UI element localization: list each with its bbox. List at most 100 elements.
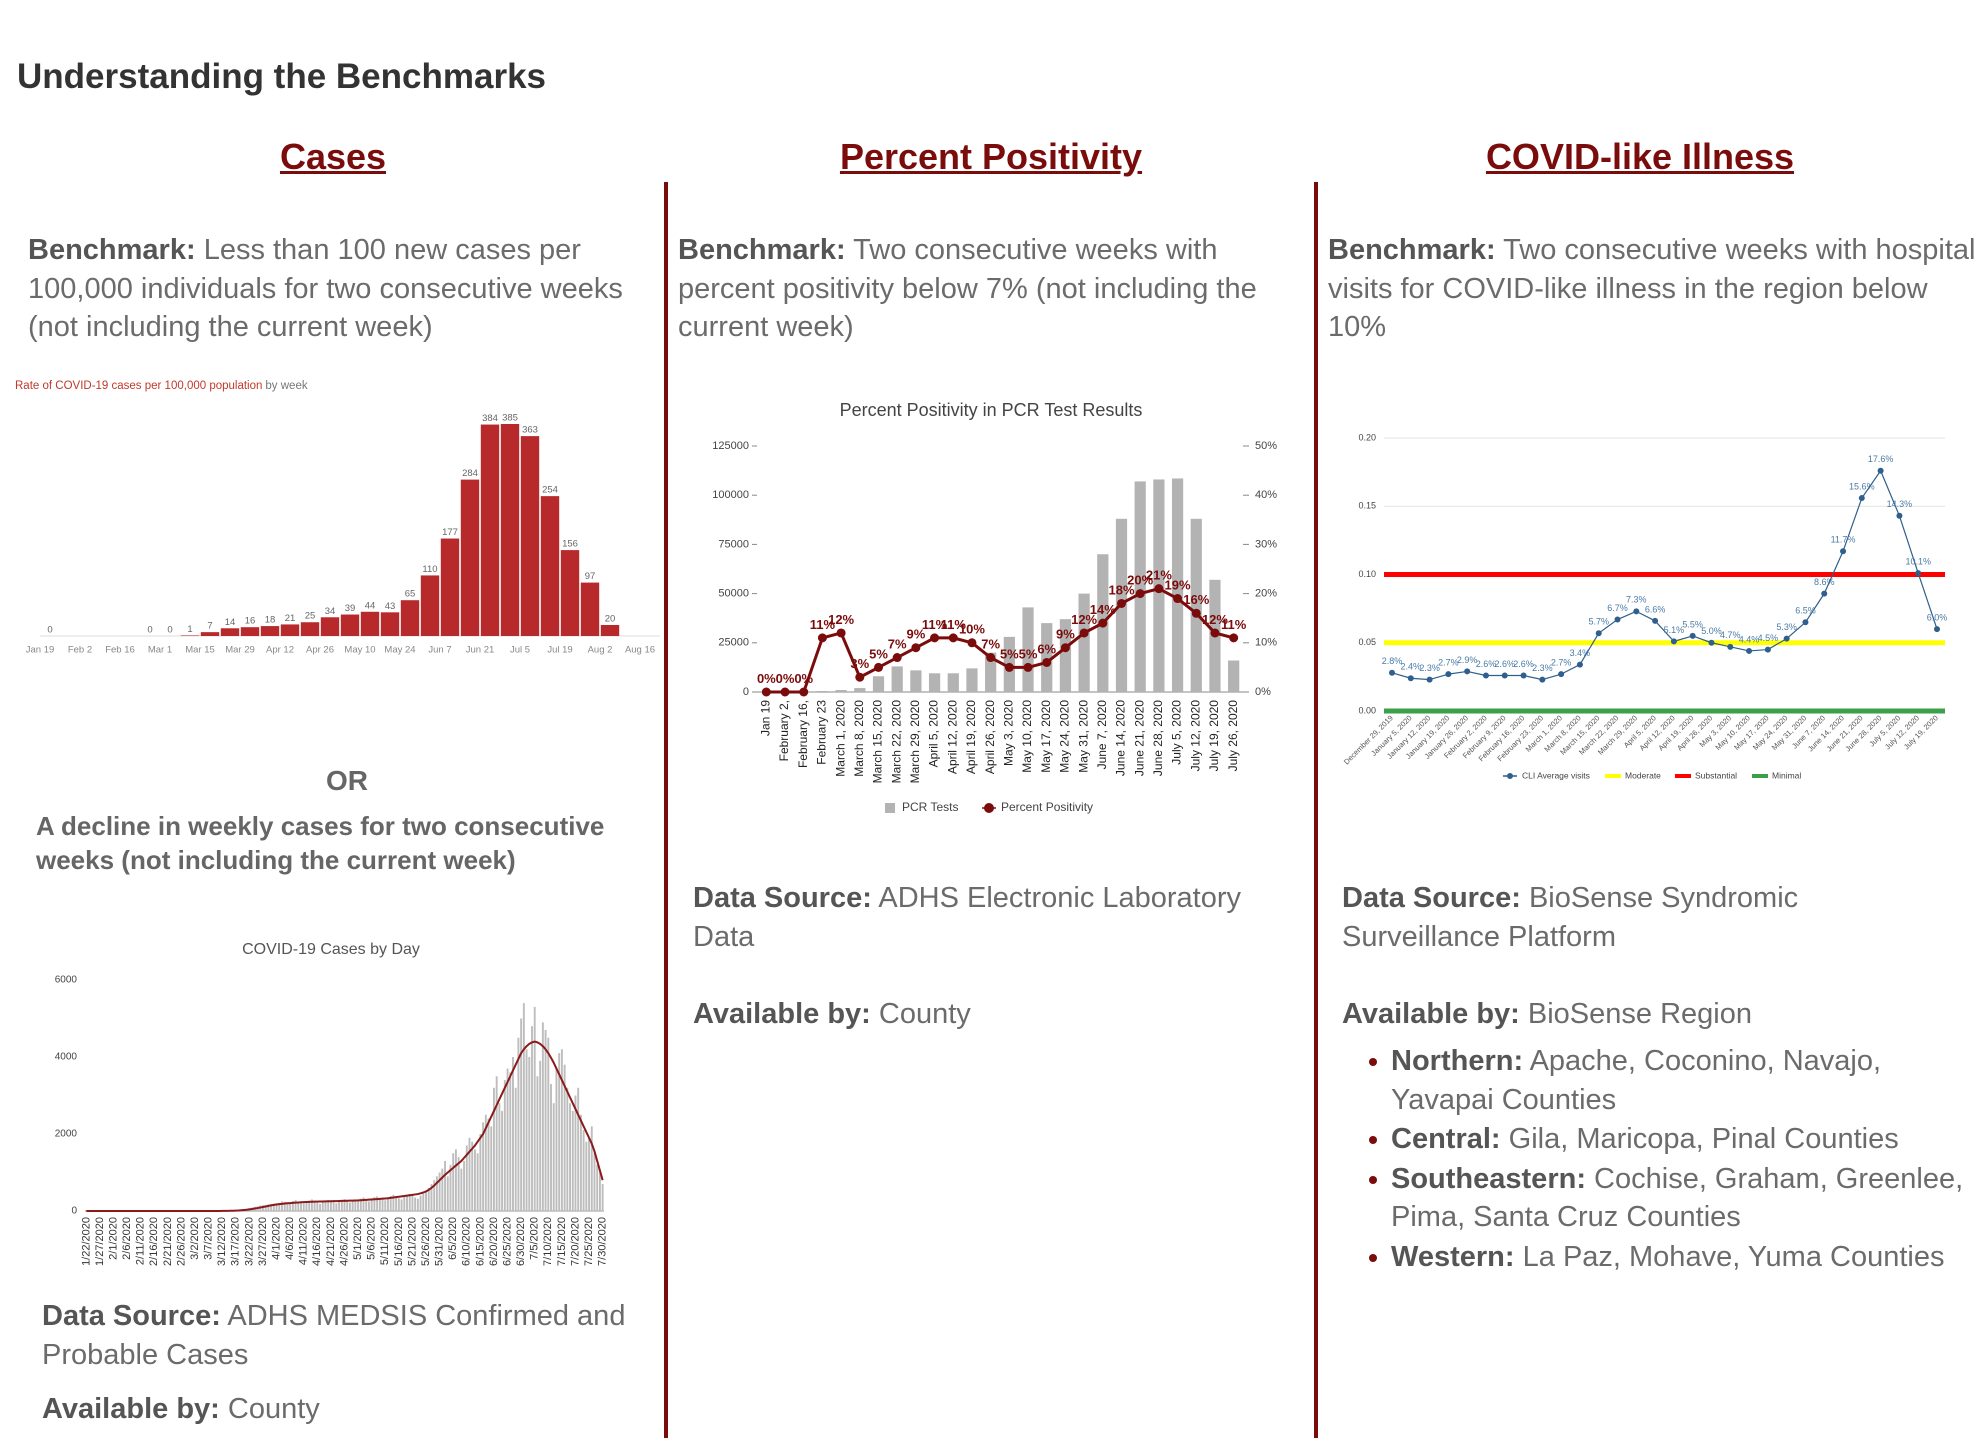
bar xyxy=(966,668,978,692)
point-value-label: 6% xyxy=(1037,641,1056,656)
point-value-label: 9% xyxy=(906,627,925,642)
bar xyxy=(500,424,520,636)
bar xyxy=(580,582,600,636)
point xyxy=(1482,672,1489,679)
x-tick-label: 6/5/2020 xyxy=(447,1217,459,1260)
point xyxy=(1501,672,1508,679)
available-text: County xyxy=(878,998,971,1030)
bar xyxy=(430,1184,433,1211)
x-tick-label: May 31, 2020 xyxy=(1076,700,1090,773)
bar xyxy=(300,622,320,636)
region-item: Northern: Apache, Coconino, Navajo, Yava… xyxy=(1367,1042,1967,1119)
bar xyxy=(370,1198,373,1211)
point-value-label: 5.3% xyxy=(1776,622,1797,632)
point-value-label: 11% xyxy=(810,617,836,632)
bar xyxy=(816,691,829,692)
x-tick-label: Mar 15 xyxy=(185,645,215,656)
point-value-label: 2.3% xyxy=(1419,663,1440,673)
y-tick-label: 125000 xyxy=(712,440,749,452)
bar xyxy=(1228,660,1240,692)
point-value-label: 5.0% xyxy=(1701,626,1722,636)
bar xyxy=(294,1200,297,1211)
bar xyxy=(440,538,460,636)
bar-value-label: 0 xyxy=(167,625,172,636)
bar xyxy=(457,1157,460,1211)
bar xyxy=(200,632,220,636)
bar xyxy=(471,1141,474,1211)
line xyxy=(1391,470,1938,681)
point-value-label: 18% xyxy=(1108,582,1134,597)
bar xyxy=(1134,481,1146,692)
x-tick-label: June 28, 2020 xyxy=(1151,700,1165,776)
bar xyxy=(1190,518,1202,692)
bar xyxy=(389,1195,392,1211)
bar xyxy=(487,1118,490,1211)
point xyxy=(1896,512,1903,519)
bar xyxy=(482,1122,485,1211)
chart: Percent Positivity in PCR Test Results 0 2… xyxy=(712,400,1277,814)
y-tick-label: 0 xyxy=(743,686,749,698)
bar xyxy=(338,1200,341,1211)
bar xyxy=(492,1087,495,1211)
bar xyxy=(577,1087,580,1211)
bar xyxy=(220,628,240,636)
point-value-label: 11% xyxy=(941,617,967,632)
y2-tick-label: 30% xyxy=(1255,538,1277,550)
x-tick-label: 7/20/2020 xyxy=(569,1217,581,1266)
bar xyxy=(297,1201,300,1211)
bar xyxy=(332,1202,335,1211)
point-value-label: 7.3% xyxy=(1626,595,1647,605)
bar xyxy=(343,1199,346,1211)
point-value-label: 3% xyxy=(850,656,869,671)
bar xyxy=(569,1103,571,1211)
point-value-label: 2.7% xyxy=(1438,658,1459,668)
bar-value-label: 1 xyxy=(187,624,192,635)
x-tick-label: Mar 1 xyxy=(148,645,172,656)
x-tick-label: 7/25/2020 xyxy=(583,1217,595,1266)
x-tick-label: July 5, 2020 xyxy=(1170,700,1184,765)
x-tick-label: 3/22/2020 xyxy=(243,1217,255,1266)
point-value-label: 5.1% xyxy=(1664,625,1685,635)
x-tick-label: 5/31/2020 xyxy=(434,1217,446,1266)
point xyxy=(1154,584,1164,594)
bar xyxy=(854,688,866,692)
bar xyxy=(360,611,380,636)
bar xyxy=(585,1141,588,1211)
bar-value-label: 0 xyxy=(147,625,152,636)
y2-tick-label: 20% xyxy=(1255,588,1277,600)
bar xyxy=(264,1204,267,1211)
bar xyxy=(270,1204,273,1211)
point xyxy=(1915,570,1922,577)
column-heading: Percent Positivity xyxy=(839,136,1143,177)
bar xyxy=(596,1164,599,1211)
bar-value-label: 0 xyxy=(47,625,52,636)
point-value-label: 6.6% xyxy=(1645,604,1666,614)
bar-value-label: 363 xyxy=(522,425,538,436)
available-label: Available by: xyxy=(42,1393,220,1425)
x-tick-label: 3/12/2020 xyxy=(216,1217,228,1266)
bar xyxy=(1059,619,1072,692)
bar xyxy=(362,1197,365,1211)
x-tick-label: May 3, 2020 xyxy=(1002,700,1016,766)
bar xyxy=(495,1076,498,1211)
region-counties: Gila, Maricopa, Pinal Counties xyxy=(1508,1123,1899,1155)
bar xyxy=(1022,607,1034,692)
bar xyxy=(395,1196,398,1211)
legend-swatch xyxy=(984,803,994,813)
bar xyxy=(872,676,885,692)
bar xyxy=(891,666,903,692)
bar xyxy=(550,1083,552,1211)
y2-tick-label: 10% xyxy=(1255,637,1277,649)
bar xyxy=(555,1068,558,1211)
bar xyxy=(558,1053,561,1211)
legend-label: PCR Tests xyxy=(902,800,958,814)
benchmark-text: Less than 100 new cases per 100,000 indi… xyxy=(28,234,623,343)
available-text: County xyxy=(227,1393,320,1425)
legend-label: Minimal xyxy=(1772,770,1801,780)
x-tick-label: April 26, 2020 xyxy=(983,700,997,774)
bar xyxy=(433,1180,436,1211)
bar-value-label: 16 xyxy=(245,616,256,627)
bar-value-label: 177 xyxy=(442,527,458,538)
data-source-label: Data Source: xyxy=(693,882,872,914)
bar xyxy=(579,1114,582,1211)
